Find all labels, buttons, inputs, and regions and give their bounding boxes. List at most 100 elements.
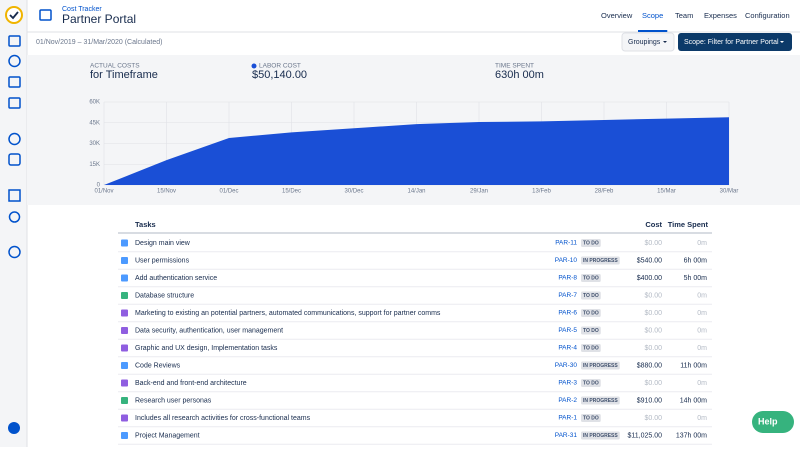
task-name[interactable]: Code Reviews xyxy=(135,362,181,369)
caret xyxy=(663,41,667,43)
status: IN PROGRESS xyxy=(583,398,618,404)
status: IN PROGRESS xyxy=(583,258,618,264)
task-name[interactable]: Research user personas xyxy=(135,397,212,404)
task-name[interactable]: Database structure xyxy=(135,292,194,299)
y-tick-label: 15K xyxy=(89,162,100,168)
time-spent: 0m xyxy=(697,310,707,317)
nav-tab[interactable]: Scope xyxy=(642,11,663,20)
issue-icon xyxy=(121,309,128,317)
issue-key[interactable]: PAR-3 xyxy=(558,380,577,387)
legend-dot xyxy=(251,63,257,69)
issue-icon xyxy=(121,239,128,247)
active-tab-underline xyxy=(638,30,668,32)
x-tick-label: 30/Dec xyxy=(344,189,363,195)
cost: $0.00 xyxy=(644,415,662,422)
nav-tab[interactable]: Expenses xyxy=(704,11,737,20)
status-badge xyxy=(581,379,601,387)
nav-tab[interactable]: Overview xyxy=(601,11,633,20)
task-name[interactable]: User permissions xyxy=(135,257,190,264)
issue-key[interactable]: PAR-4 xyxy=(558,345,577,352)
summary-label: ACTUAL COSTS xyxy=(90,63,140,70)
x-tick-label: 15/Dec xyxy=(282,189,301,195)
status: IN PROGRESS xyxy=(583,433,618,439)
y-tick-label: 45K xyxy=(89,120,100,126)
cost: $910.00 xyxy=(637,397,662,404)
help-button[interactable] xyxy=(752,411,794,433)
issue-key[interactable]: PAR-8 xyxy=(558,275,577,282)
groupings-button[interactable] xyxy=(621,32,675,52)
y-tick-label: 0 xyxy=(97,183,101,189)
nav-tab[interactable]: Configuration xyxy=(745,11,790,20)
status: TO DO xyxy=(583,328,599,334)
issue-icon xyxy=(121,397,128,404)
cost: $0.00 xyxy=(644,327,662,334)
task-name[interactable]: Graphic and UX design, Implementation ta… xyxy=(135,345,278,352)
time-spent: 0m xyxy=(697,292,707,299)
status-badge xyxy=(581,309,601,317)
status-badge xyxy=(581,396,620,405)
time-spent: 11h 00m xyxy=(680,362,707,369)
nav-tab[interactable]: Team xyxy=(675,11,693,20)
y-tick-label: 60K xyxy=(89,100,100,106)
issue-icon xyxy=(121,257,128,264)
issue-key[interactable]: PAR-5 xyxy=(558,327,577,334)
cost: $540.00 xyxy=(637,257,662,264)
x-tick-label: 01/Nov xyxy=(94,189,113,195)
issue-key[interactable]: PAR-7 xyxy=(558,292,577,299)
cost: $11,025.00 xyxy=(627,432,662,439)
cost: $0.00 xyxy=(644,240,662,247)
issue-icon xyxy=(121,362,128,369)
task-name[interactable]: Add authentication service xyxy=(135,275,217,282)
column-header: Cost xyxy=(645,220,662,229)
status: TO DO xyxy=(583,415,599,421)
date-range[interactable]: 01/Nov/2019 – 31/Mar/2020 (Calculated) xyxy=(36,39,162,46)
summary-label: TIME SPENT xyxy=(495,63,534,70)
task-name[interactable]: Design main view xyxy=(135,240,191,247)
status: TO DO xyxy=(583,310,599,316)
task-name[interactable]: Back-end and front-end architecture xyxy=(135,380,247,387)
issue-key[interactable]: PAR-30 xyxy=(555,362,578,369)
cost: $0.00 xyxy=(644,292,662,299)
sidebar xyxy=(0,0,27,447)
column-header: Time Spent xyxy=(668,220,709,229)
summary-value: 630h 00m xyxy=(495,69,544,81)
page-title: Partner Portal xyxy=(62,12,136,26)
cost: $0.00 xyxy=(644,310,662,317)
task-name[interactable]: Marketing to existing an potential partn… xyxy=(135,310,441,317)
task-name[interactable]: Data security, authentication, user mana… xyxy=(135,327,283,334)
status-badge xyxy=(581,431,620,440)
time-spent: 0m xyxy=(697,327,707,334)
x-tick-label: 15/Mar xyxy=(657,189,676,195)
profile-icon[interactable] xyxy=(8,422,20,434)
summary-label: LABOR COST xyxy=(259,63,301,70)
status: TO DO xyxy=(583,293,599,299)
time-spent: 0m xyxy=(697,380,707,387)
project-icon xyxy=(39,9,52,21)
issue-key[interactable]: PAR-31 xyxy=(555,432,578,439)
task-name[interactable]: Project Management xyxy=(135,432,200,439)
caret xyxy=(780,41,784,43)
breadcrumb[interactable]: Cost Tracker xyxy=(62,6,102,13)
summary-value: for Timeframe xyxy=(90,69,158,81)
sidebar-icons[interactable] xyxy=(8,35,21,259)
issue-icon xyxy=(121,344,128,352)
issue-icon xyxy=(121,414,128,422)
cost: $0.00 xyxy=(644,380,662,387)
issue-key[interactable]: PAR-11 xyxy=(555,240,577,247)
x-tick-label: 01/Dec xyxy=(219,189,238,195)
cost: $400.00 xyxy=(637,275,662,282)
task-name[interactable]: Includes all research activities for cro… xyxy=(135,415,311,422)
issue-key[interactable]: PAR-6 xyxy=(558,310,577,317)
time-spent: 0m xyxy=(697,415,707,422)
issue-key[interactable]: PAR-2 xyxy=(558,397,577,404)
issue-icon xyxy=(121,379,128,387)
issue-key[interactable]: PAR-1 xyxy=(558,415,577,422)
scope-button[interactable] xyxy=(678,33,792,51)
time-spent: 0m xyxy=(697,240,707,247)
status-badge xyxy=(581,326,601,335)
status: TO DO xyxy=(583,345,599,351)
issue-key[interactable]: PAR-10 xyxy=(555,257,578,264)
status-badge xyxy=(581,344,601,352)
app-logo[interactable] xyxy=(5,6,23,24)
